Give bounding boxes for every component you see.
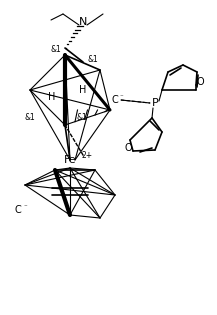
Text: N: N xyxy=(79,17,87,27)
Text: &1: &1 xyxy=(51,45,61,54)
Text: O: O xyxy=(196,77,204,87)
Text: P: P xyxy=(152,98,158,108)
Text: &1: &1 xyxy=(88,55,98,65)
Text: 2+: 2+ xyxy=(81,152,92,161)
Text: H: H xyxy=(79,85,87,95)
Text: &1: &1 xyxy=(77,113,87,123)
Text: ⁻: ⁻ xyxy=(120,94,124,100)
Text: Fe: Fe xyxy=(64,155,76,165)
Text: O: O xyxy=(124,143,132,153)
Text: &1: &1 xyxy=(25,113,35,123)
Text: C: C xyxy=(15,205,21,215)
Text: ⁻: ⁻ xyxy=(24,204,28,210)
Text: H: H xyxy=(48,92,56,102)
Text: C: C xyxy=(112,95,119,105)
